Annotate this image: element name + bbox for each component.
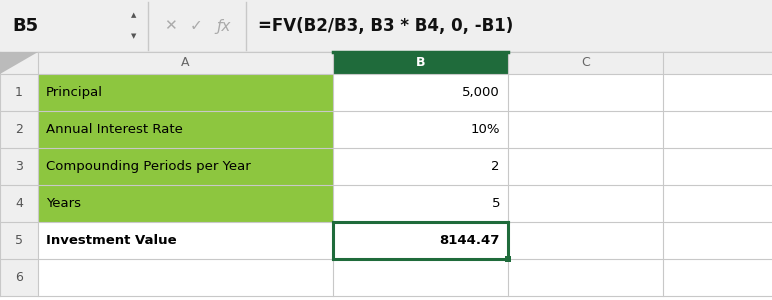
Text: A: A xyxy=(181,56,190,70)
Bar xyxy=(508,111,663,148)
Bar xyxy=(0,111,38,148)
Bar xyxy=(508,148,663,185)
Bar xyxy=(663,52,772,74)
Text: 3: 3 xyxy=(15,160,23,173)
Bar xyxy=(333,111,508,148)
Text: B: B xyxy=(416,56,425,70)
Text: 5,000: 5,000 xyxy=(462,86,500,99)
Bar xyxy=(0,0,772,52)
Text: Years: Years xyxy=(46,197,81,210)
Bar xyxy=(0,185,38,222)
Text: ƒx: ƒx xyxy=(217,19,231,34)
Bar xyxy=(663,222,772,259)
Bar xyxy=(508,52,663,74)
Bar xyxy=(0,52,38,74)
Bar xyxy=(663,111,772,148)
Bar xyxy=(38,222,333,259)
Bar xyxy=(0,74,38,111)
Bar xyxy=(333,52,508,74)
Bar xyxy=(508,74,663,111)
Text: =FV(B2/B3, B3 * B4, 0, -B1): =FV(B2/B3, B3 * B4, 0, -B1) xyxy=(258,17,513,35)
Bar xyxy=(38,148,333,185)
Text: 5: 5 xyxy=(492,197,500,210)
Text: Annual Interest Rate: Annual Interest Rate xyxy=(46,123,183,136)
Text: 1: 1 xyxy=(15,86,23,99)
Bar xyxy=(663,74,772,111)
Bar xyxy=(663,148,772,185)
Bar xyxy=(0,52,772,300)
Bar xyxy=(0,259,38,296)
Text: 10%: 10% xyxy=(470,123,500,136)
Bar xyxy=(0,148,38,185)
Bar xyxy=(663,185,772,222)
Bar xyxy=(333,74,508,111)
Text: 6: 6 xyxy=(15,271,23,284)
Text: C: C xyxy=(581,56,590,70)
Bar xyxy=(38,74,333,111)
Bar xyxy=(663,259,772,296)
Bar xyxy=(38,52,333,74)
Text: ▲: ▲ xyxy=(131,13,137,19)
Bar xyxy=(333,222,508,259)
Polygon shape xyxy=(0,52,38,74)
Text: ▼: ▼ xyxy=(131,33,137,39)
Text: ✕: ✕ xyxy=(164,19,176,34)
Bar xyxy=(505,256,511,262)
Bar xyxy=(38,111,333,148)
Text: 2: 2 xyxy=(492,160,500,173)
Text: B5: B5 xyxy=(12,17,38,35)
Text: 5: 5 xyxy=(15,234,23,247)
Bar xyxy=(333,259,508,296)
Text: Investment Value: Investment Value xyxy=(46,234,177,247)
Text: 4: 4 xyxy=(15,197,23,210)
Text: 2: 2 xyxy=(15,123,23,136)
Text: Compounding Periods per Year: Compounding Periods per Year xyxy=(46,160,251,173)
Bar xyxy=(0,222,38,259)
Text: Principal: Principal xyxy=(46,86,103,99)
Text: 8144.47: 8144.47 xyxy=(439,234,500,247)
Text: ✓: ✓ xyxy=(190,19,202,34)
Bar xyxy=(333,148,508,185)
Bar xyxy=(38,185,333,222)
Bar xyxy=(333,185,508,222)
Bar xyxy=(508,185,663,222)
Bar xyxy=(38,259,333,296)
Bar xyxy=(508,259,663,296)
Bar xyxy=(508,222,663,259)
